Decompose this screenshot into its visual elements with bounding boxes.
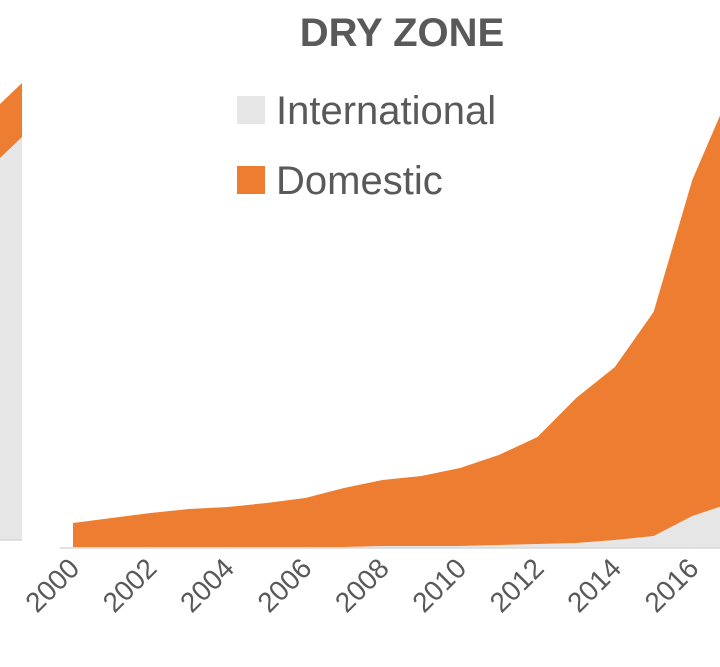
fragment-area bbox=[0, 137, 22, 540]
x-tick-label: 2010 bbox=[406, 552, 472, 618]
adjacent-chart-fragment bbox=[0, 83, 22, 541]
x-tick-label: 2008 bbox=[329, 552, 395, 618]
fragment-area bbox=[0, 83, 22, 158]
area bbox=[73, 115, 720, 547]
x-tick-label: 2000 bbox=[19, 552, 85, 618]
legend-label: Domestic bbox=[276, 159, 443, 203]
area bbox=[73, 506, 720, 548]
legend-label: International bbox=[276, 89, 496, 133]
legend-swatch bbox=[237, 96, 265, 124]
x-tick-label: 2002 bbox=[97, 552, 163, 618]
x-tick-label: 2012 bbox=[484, 552, 550, 618]
x-tick-label: 2006 bbox=[252, 552, 318, 618]
legend-swatch bbox=[237, 166, 265, 194]
x-tick-label: 2016 bbox=[639, 552, 705, 618]
chart-title: DRY ZONE bbox=[300, 11, 504, 55]
x-tick-label: 2014 bbox=[561, 552, 627, 618]
x-tick-label: 2004 bbox=[174, 552, 240, 618]
